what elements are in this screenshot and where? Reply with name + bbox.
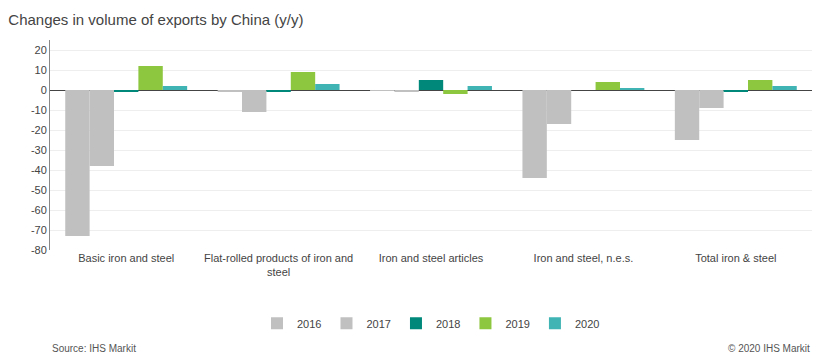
- svg-text:-50: -50: [31, 184, 47, 196]
- svg-text:-60: -60: [31, 204, 47, 216]
- svg-text:Iron and steel, n.e.s.: Iron and steel, n.e.s.: [534, 252, 634, 264]
- svg-text:2018: 2018: [436, 318, 460, 330]
- svg-text:-40: -40: [31, 164, 47, 176]
- svg-text:Source: IHS Markit: Source: IHS Markit: [52, 343, 136, 354]
- svg-text:Changes in volume of exports b: Changes in volume of exports by China (y…: [8, 11, 303, 28]
- svg-text:Flat-rolled products of iron a: Flat-rolled products of iron andsteel: [204, 252, 353, 278]
- svg-text:2016: 2016: [297, 318, 321, 330]
- svg-text:-10: -10: [31, 104, 47, 116]
- svg-text:Basic iron and steel: Basic iron and steel: [78, 252, 174, 264]
- svg-text:2019: 2019: [505, 318, 529, 330]
- svg-text:-30: -30: [31, 144, 47, 156]
- svg-text:10: 10: [35, 64, 47, 76]
- svg-text:0: 0: [41, 84, 47, 96]
- svg-text:-80: -80: [31, 244, 47, 256]
- svg-text:-70: -70: [31, 224, 47, 236]
- svg-text:Total iron & steel: Total iron & steel: [695, 252, 776, 264]
- svg-text:Iron and steel articles: Iron and steel articles: [379, 252, 484, 264]
- svg-text:2020: 2020: [575, 318, 599, 330]
- svg-text:© 2020 IHS Markit: © 2020 IHS Markit: [728, 343, 810, 354]
- svg-text:2017: 2017: [366, 318, 390, 330]
- svg-text:-20: -20: [31, 124, 47, 136]
- svg-text:20: 20: [35, 44, 47, 56]
